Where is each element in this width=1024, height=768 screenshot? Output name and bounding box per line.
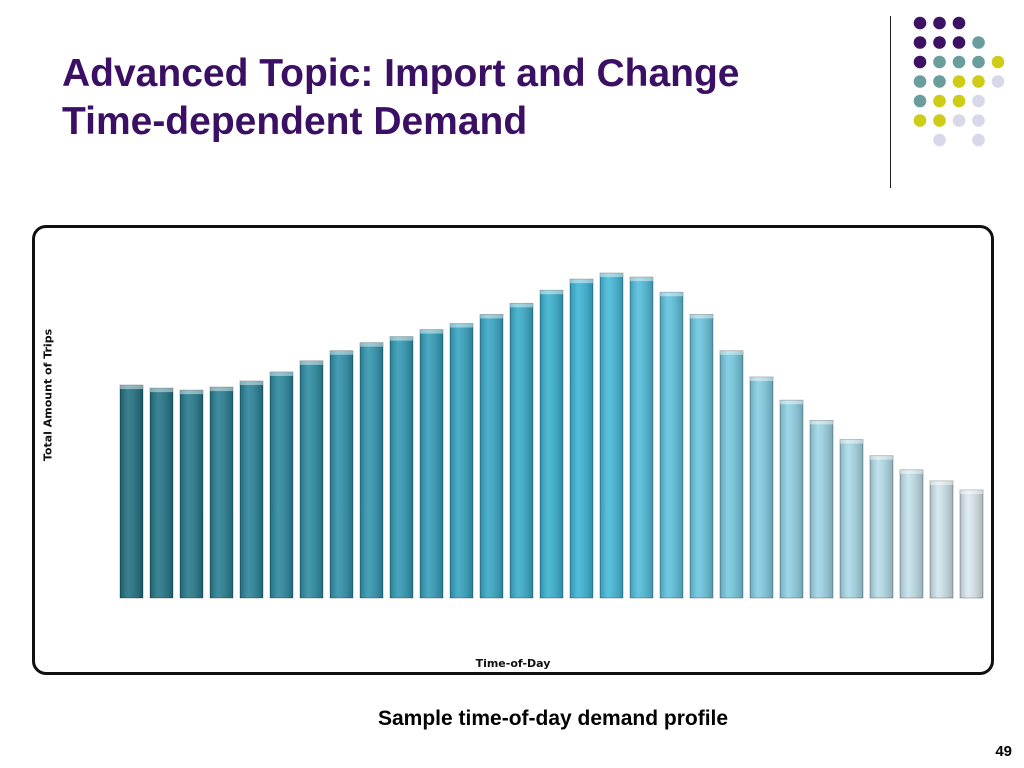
chart-bar-cap (210, 387, 233, 392)
chart-bar-cap (360, 342, 383, 347)
chart-bar-shading (840, 439, 863, 598)
chart-bar-shading (540, 290, 563, 598)
chart-bar-cap (150, 388, 173, 393)
chart-bar-shading (780, 400, 803, 598)
chart-bar-shading (930, 480, 953, 598)
chart-bar-cap (450, 323, 473, 328)
slide-title-line-2: Time-dependent Demand (62, 100, 528, 143)
chart-bar-shading (870, 455, 893, 598)
chart-bar-shading (360, 342, 383, 598)
chart-bar-cap (510, 303, 533, 308)
chart-bar-shading (690, 314, 713, 598)
chart-bar-shading (480, 314, 503, 598)
chart-bar-shading (180, 390, 203, 598)
chart-bar-shading (240, 381, 263, 598)
chart-bar-cap (330, 350, 353, 355)
slide-title: Advanced Topic: Import and Change Time-d… (62, 50, 882, 146)
header-divider (890, 16, 891, 188)
chart-bar-cap (720, 350, 743, 355)
chart-caption: Sample time-of-day demand profile (378, 707, 729, 730)
chart-bar-shading (120, 385, 143, 598)
chart-bar-shading (960, 490, 983, 598)
page-number: 49 (995, 743, 1012, 760)
chart-bar-shading (570, 279, 593, 598)
chart-bar-cap (420, 329, 443, 334)
chart-bar-cap (270, 371, 293, 376)
chart-bar-shading (630, 277, 653, 598)
chart-bar-cap (810, 420, 833, 425)
chart-bar-cap (120, 385, 143, 390)
chart-bar-shading (210, 387, 233, 598)
demand-bar-chart (119, 272, 984, 599)
chart-bar-shading (150, 388, 173, 598)
chart-bar-shading (900, 469, 923, 598)
chart-bar-cap (300, 360, 323, 365)
slide-title-line-1: Advanced Topic: Import and Change (62, 52, 740, 95)
chart-bar-shading (450, 323, 473, 598)
chart-bar-cap (870, 455, 893, 460)
chart-bar-cap (480, 314, 503, 319)
chart-bar-cap (540, 290, 563, 295)
chart-bar-shading (390, 336, 413, 598)
chart-bar-shading (810, 420, 833, 598)
chart-bar-shading (330, 350, 353, 598)
chart-bar-cap (570, 279, 593, 284)
chart-bar-cap (240, 381, 263, 386)
chart-bar-shading (660, 292, 683, 598)
chart-bar-cap (750, 377, 773, 382)
chart-bar-shading (750, 377, 773, 598)
chart-bar-cap (930, 480, 953, 485)
chart-bar-shading (420, 329, 443, 598)
chart-bar-cap (900, 469, 923, 474)
chart-bar-cap (690, 314, 713, 319)
chart-bar-shading (720, 350, 743, 598)
chart-bar-cap (180, 390, 203, 395)
chart-bar-cap (960, 490, 983, 495)
chart-bar-shading (510, 303, 533, 598)
chart-bar-cap (630, 277, 653, 282)
chart-bar-cap (660, 292, 683, 297)
chart-bar-shading (600, 273, 623, 598)
x-axis-label: Time-of-Day (475, 657, 551, 670)
chart-bar-cap (600, 273, 623, 278)
chart-bar-cap (840, 439, 863, 444)
chart-bar-cap (780, 400, 803, 405)
chart-bar-shading (270, 371, 293, 598)
chart-bar-shading (300, 360, 323, 598)
y-axis-label: Total Amount of Trips (41, 328, 55, 462)
chart-bar-cap (390, 336, 413, 341)
